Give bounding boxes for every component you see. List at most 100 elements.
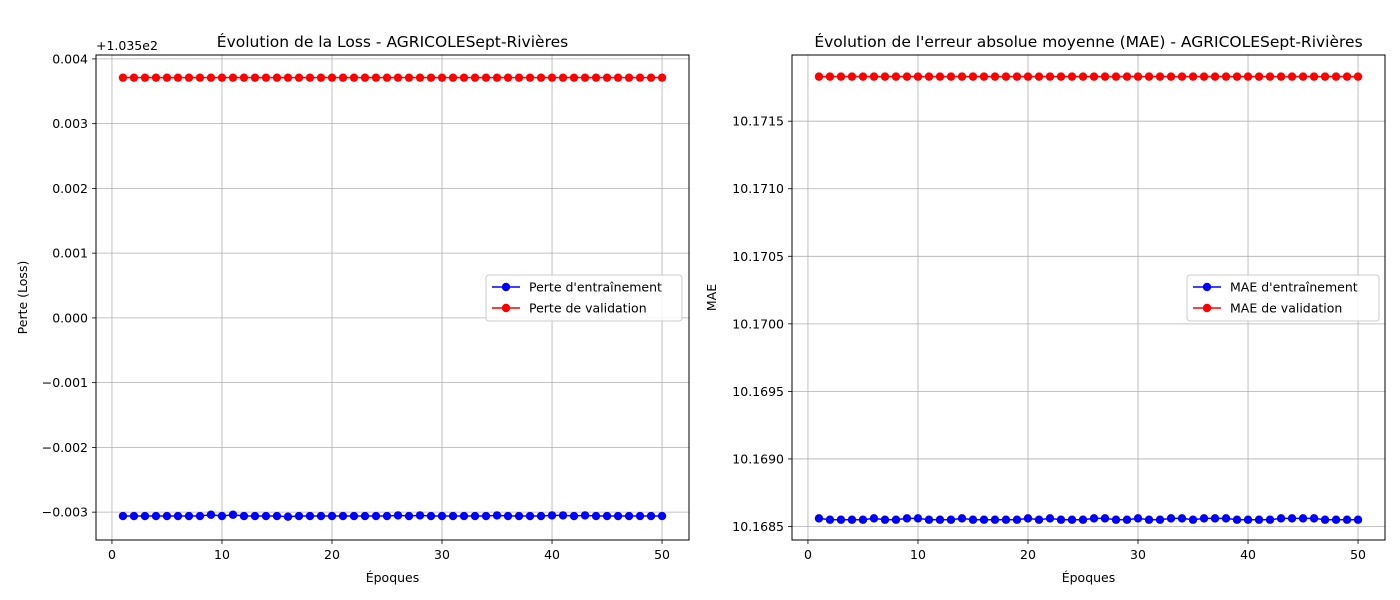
loss-data-point (250, 511, 260, 521)
mae-data-point (1243, 72, 1253, 81)
loss-legend-label: Perte de validation (529, 301, 647, 316)
loss-legend-box (485, 274, 683, 322)
loss-data-point (217, 73, 227, 82)
loss-legend-entry: Perte d'entraînement (492, 280, 662, 295)
mae-x-tick-label: 30 (1130, 547, 1146, 562)
mae-data-point (1320, 72, 1330, 81)
mae-data-point (814, 72, 824, 81)
loss-data-point (327, 511, 337, 521)
mae-plot-frame (791, 54, 1386, 541)
loss-data-point (162, 511, 172, 521)
mae-data-point (1188, 515, 1198, 524)
mae-ticks: 0 10 20 30 40 50 10.1685 10.1690 10.1695 10.1700 1… (732, 114, 1366, 562)
mae-data-point (1089, 514, 1099, 523)
mae-data-point (1100, 72, 1110, 81)
loss-legend-entry: Perte de validation (492, 301, 647, 316)
loss-y-tick-label: 0.003 (52, 116, 88, 131)
mae-data-point (1342, 72, 1352, 81)
mae-data-point (891, 72, 901, 81)
loss-data-point (129, 73, 139, 82)
loss-data-point (481, 511, 491, 521)
mae-data-point (1298, 72, 1308, 81)
mae-x-tick-label: 20 (1020, 547, 1036, 562)
loss-data-point (349, 73, 359, 82)
mae-data-point (825, 515, 835, 524)
loss-data-point (305, 73, 315, 82)
loss-data-point (481, 73, 491, 82)
mae-data-point (836, 72, 846, 81)
loss-series (118, 73, 667, 521)
loss-data-point (525, 511, 535, 521)
mae-data-point (957, 72, 967, 81)
loss-data-point (536, 73, 546, 82)
mae-data-point (902, 72, 912, 81)
mae-data-point (847, 72, 857, 81)
loss-data-point (437, 73, 447, 82)
mae-data-point (1276, 72, 1286, 81)
loss-data-point (349, 511, 359, 521)
loss-data-point (162, 73, 172, 82)
loss-x-tick-label: 10 (214, 547, 230, 562)
mae-data-point (891, 515, 901, 524)
loss-data-point (206, 73, 216, 82)
loss-data-point (195, 511, 205, 521)
mae-data-point (1210, 514, 1220, 523)
mae-data-point (1067, 72, 1077, 81)
loss-data-point (602, 73, 612, 82)
mae-data-point (1166, 514, 1176, 523)
mae-data-point (880, 72, 890, 81)
loss-data-point (206, 510, 216, 519)
loss-data-point (657, 73, 667, 82)
mae-data-point (869, 72, 879, 81)
mae-series-train (814, 514, 1363, 524)
loss-data-point (360, 511, 370, 521)
mae-data-point (946, 515, 956, 524)
loss-y-tick-label: 0.002 (52, 181, 88, 196)
mae-data-point (847, 515, 857, 524)
mae-data-point (1331, 515, 1341, 524)
mae-data-point (1298, 514, 1308, 523)
loss-data-point (140, 73, 150, 82)
mae-y-tick-label: 10.1710 (732, 181, 784, 196)
loss-data-point (173, 511, 183, 521)
mae-data-point (1265, 72, 1275, 81)
mae-data-point (1232, 515, 1242, 524)
loss-data-point (305, 511, 315, 521)
mae-data-point (990, 72, 1000, 81)
mae-data-point (1012, 72, 1022, 81)
loss-x-tick-label: 50 (654, 547, 670, 562)
loss-legend-label: Perte d'entraînement (529, 280, 662, 295)
loss-data-point (272, 511, 282, 521)
mae-data-point (968, 72, 978, 81)
loss-data-point (558, 73, 568, 82)
mae-legend-entry: MAE de validation (1193, 301, 1342, 316)
mae-data-point (858, 72, 868, 81)
loss-data-point (228, 510, 238, 519)
loss-data-point (129, 511, 139, 521)
mae-data-point (1122, 72, 1132, 81)
loss-data-point (415, 73, 425, 82)
mae-data-point (869, 514, 879, 523)
loss-x-tick-label: 30 (434, 547, 450, 562)
loss-data-point (294, 511, 304, 521)
mae-y-tick-label: 10.1690 (732, 451, 784, 466)
mae-series (814, 72, 1363, 524)
mae-data-point (924, 515, 934, 524)
mae-data-point (1353, 515, 1363, 524)
mae-legend-label: MAE de validation (1230, 301, 1342, 316)
loss-series-validation (118, 73, 667, 82)
mae-x-tick-label: 0 (804, 547, 812, 562)
loss-data-point (393, 73, 403, 82)
mae-data-point (979, 72, 989, 81)
loss-data-point (514, 511, 524, 521)
mae-data-point (1078, 72, 1088, 81)
loss-data-point (569, 511, 579, 521)
loss-data-point (525, 73, 535, 82)
mae-data-point (1001, 515, 1011, 524)
loss-data-point (613, 511, 623, 521)
loss-legend-marker (501, 303, 511, 313)
loss-ticks: 0 10 20 30 40 50 −0.003 −0.002 −0.001 0.000 0.001 0… (42, 51, 670, 562)
mae-data-point (1276, 514, 1286, 523)
loss-data-point (294, 73, 304, 82)
